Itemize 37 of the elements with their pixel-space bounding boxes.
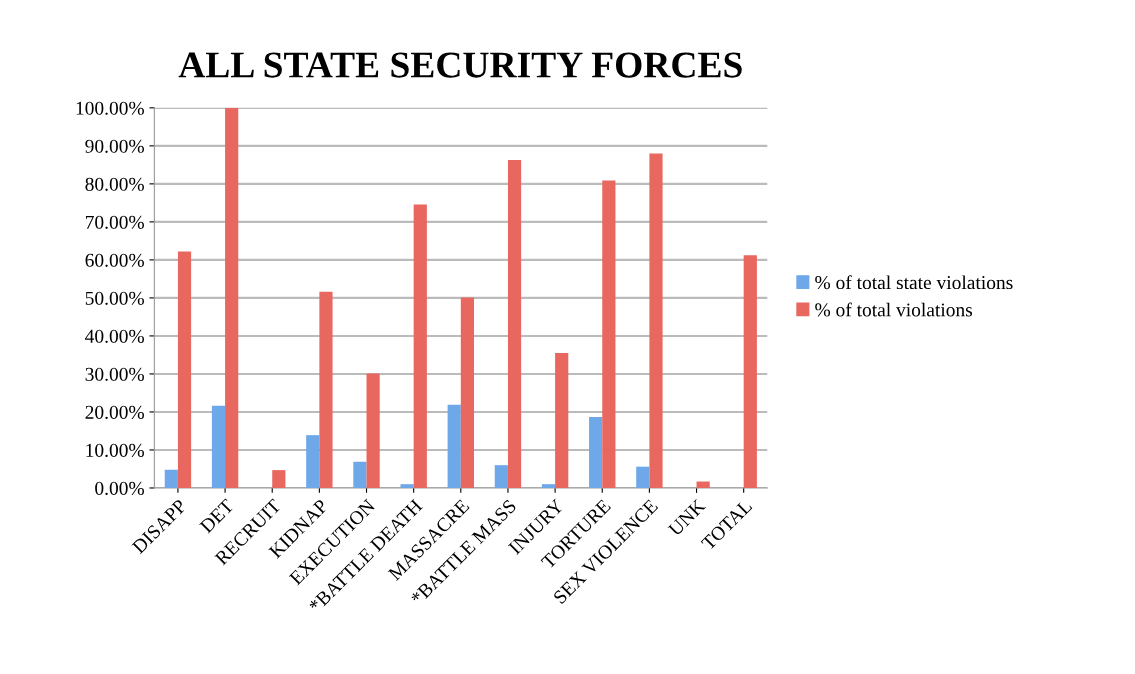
- y-tick-label: 40.00%: [85, 329, 144, 343]
- bar: [272, 470, 286, 488]
- bar: [743, 255, 757, 488]
- y-tick-label: 60.00%: [85, 253, 144, 267]
- bar: [636, 466, 650, 488]
- y-tick-label: 100.00%: [76, 101, 144, 115]
- bar: [319, 291, 333, 488]
- y-tick-label: 20.00%: [85, 405, 144, 419]
- bar: [164, 469, 178, 488]
- legend-label: % of total state violations: [815, 275, 1013, 290]
- y-tick-label: 0.00%: [95, 481, 144, 495]
- bar: [413, 204, 427, 488]
- bar: [649, 153, 663, 488]
- bar: [494, 465, 508, 488]
- bar: [460, 297, 475, 488]
- bar: [400, 484, 414, 488]
- y-tick-label: 80.00%: [85, 177, 144, 191]
- bar: [589, 416, 603, 488]
- y-tick-label: 70.00%: [85, 215, 144, 229]
- bar: [541, 484, 556, 488]
- bar: [696, 481, 710, 488]
- bar: [602, 180, 616, 488]
- bar: [177, 251, 192, 488]
- y-tick-label: 30.00%: [85, 367, 144, 381]
- bar: [555, 353, 569, 488]
- bar: [447, 404, 461, 488]
- bar: [225, 107, 239, 488]
- bar: [306, 435, 320, 488]
- bar: [211, 405, 226, 488]
- bar: [366, 373, 380, 488]
- y-tick-label: 90.00%: [85, 139, 144, 153]
- y-tick-label: 10.00%: [86, 443, 144, 457]
- bar: [507, 159, 522, 488]
- bar: [353, 461, 367, 488]
- y-tick-label: 50.00%: [85, 291, 144, 305]
- chart-title: ALL STATE SECURITY FORCES: [178, 52, 742, 78]
- legend-label: % of total violations: [815, 302, 973, 317]
